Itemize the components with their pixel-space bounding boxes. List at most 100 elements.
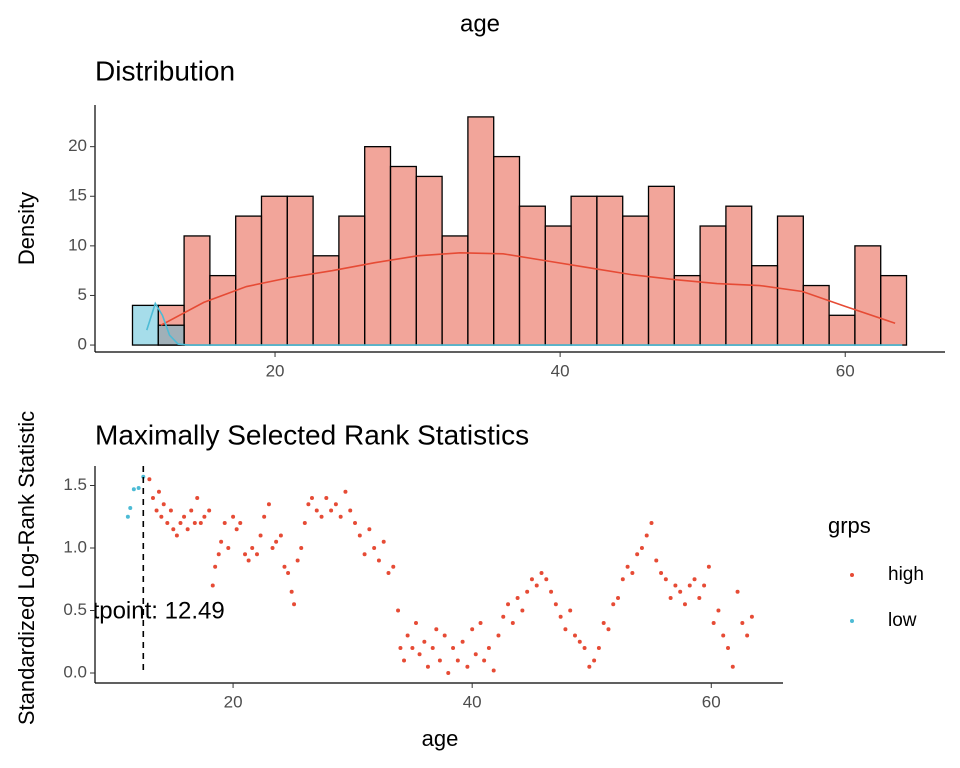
histogram-bar <box>544 225 572 346</box>
point <box>405 633 410 638</box>
y-tick-label: 1.5 <box>63 475 87 494</box>
point <box>289 589 294 594</box>
point <box>216 552 221 557</box>
point <box>413 621 418 625</box>
histogram-bar <box>776 215 804 346</box>
point <box>324 496 329 500</box>
point <box>673 583 678 588</box>
point <box>587 664 592 669</box>
point <box>625 564 630 569</box>
point <box>174 533 179 538</box>
point <box>702 583 707 588</box>
point <box>213 564 218 569</box>
figure-title: age <box>460 10 500 37</box>
point <box>189 508 194 513</box>
point <box>246 558 251 563</box>
histogram-bar <box>699 225 727 346</box>
point <box>274 539 279 544</box>
point <box>207 508 212 513</box>
histogram-bar <box>157 324 185 346</box>
point <box>654 558 659 563</box>
point <box>534 583 539 588</box>
point <box>558 614 563 619</box>
point <box>501 614 506 619</box>
point <box>749 614 754 619</box>
point <box>386 571 391 575</box>
point <box>192 521 197 525</box>
point <box>659 571 664 575</box>
point <box>478 621 483 625</box>
histogram-bar <box>209 274 237 346</box>
point <box>682 602 687 607</box>
point <box>178 521 183 525</box>
point <box>582 646 587 650</box>
point <box>286 571 291 575</box>
point <box>329 508 334 513</box>
point <box>482 658 487 663</box>
histogram-bar <box>389 165 417 346</box>
point <box>606 627 611 632</box>
histogram-bar <box>312 255 340 346</box>
point <box>333 502 338 507</box>
point <box>136 486 141 490</box>
histogram-bar <box>622 215 650 346</box>
point <box>319 514 324 519</box>
y-axis-title: Standardized Log-Rank Statistic <box>14 411 39 725</box>
y-tick-label: 0 <box>78 335 87 354</box>
point <box>131 487 136 492</box>
point <box>231 514 236 519</box>
y-tick-label: 0.5 <box>63 600 87 619</box>
point <box>185 527 190 532</box>
point <box>238 521 243 525</box>
point <box>601 621 606 625</box>
point <box>219 539 224 544</box>
point <box>510 621 515 625</box>
density-line <box>160 252 896 326</box>
point <box>473 652 478 657</box>
histogram-bar <box>673 274 701 346</box>
point <box>270 546 275 550</box>
point <box>644 533 649 538</box>
point <box>295 558 300 563</box>
point <box>282 564 287 569</box>
point <box>549 589 554 594</box>
point <box>692 577 697 582</box>
point <box>740 621 745 625</box>
point <box>496 633 501 638</box>
point <box>156 489 161 494</box>
point <box>343 489 348 494</box>
point <box>577 639 582 644</box>
point <box>410 646 415 650</box>
point <box>348 508 353 513</box>
point <box>486 646 491 650</box>
y-tick-label: 20 <box>68 136 87 155</box>
point <box>592 658 597 663</box>
y-tick-label: 0.0 <box>63 662 87 681</box>
point <box>314 508 319 513</box>
point <box>697 596 702 600</box>
point <box>506 602 511 607</box>
legend-title: grps <box>828 513 871 538</box>
point <box>299 546 304 550</box>
point <box>198 521 203 525</box>
histogram-bar <box>183 235 211 346</box>
point <box>250 546 255 550</box>
point <box>367 527 372 532</box>
point <box>372 546 377 550</box>
legend-key <box>850 619 854 623</box>
point <box>630 571 635 575</box>
point <box>353 521 358 525</box>
cutpoint-label: Cutpoint: 12.49 <box>62 597 225 624</box>
point <box>491 668 496 673</box>
legend-label: low <box>888 610 917 631</box>
point <box>338 514 343 519</box>
point <box>202 514 207 519</box>
legend-key <box>850 573 854 577</box>
x-tick-label: 60 <box>836 361 855 380</box>
point <box>520 608 525 613</box>
histogram-bar <box>751 265 779 346</box>
histogram-bar <box>570 195 598 346</box>
point <box>254 552 259 557</box>
x-axis-title: age <box>422 726 459 751</box>
